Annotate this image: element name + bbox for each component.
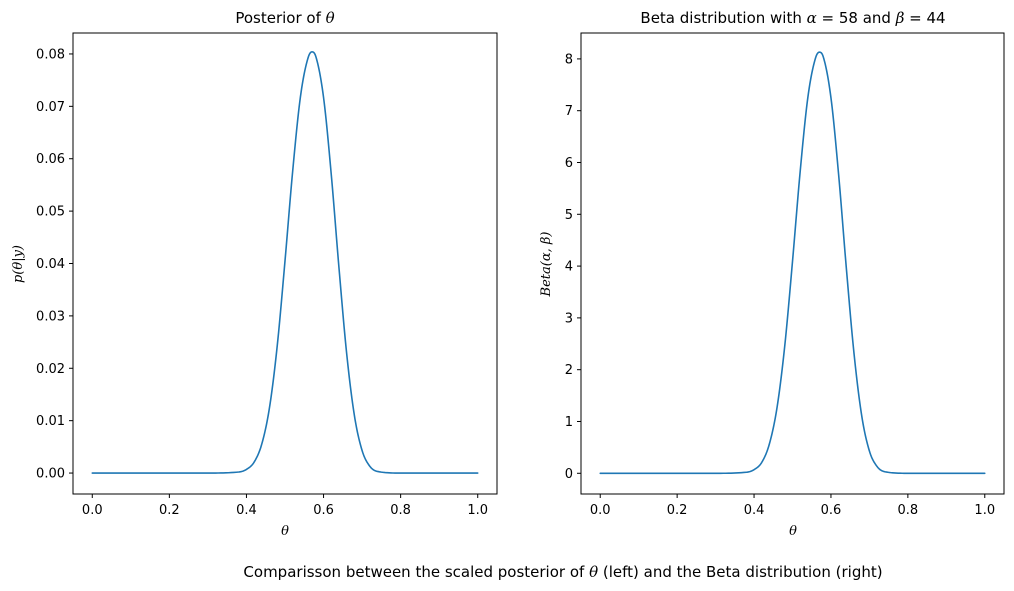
posterior-x-tick-label: 0.6 — [313, 503, 334, 518]
posterior-x-axis-label: θ — [281, 524, 289, 539]
beta-y-tick-label: 0 — [565, 467, 573, 482]
beta-x-tick-label: 0.2 — [667, 503, 688, 518]
beta-plot-frame — [580, 32, 1005, 495]
beta-y-axis-label: Beta(α, β) — [539, 232, 554, 298]
beta-y-tick-label: 4 — [565, 260, 573, 275]
posterior-chart: Posterior of θ θ p(θ|y) 0.0 0.2 0.4 0.6 0.8 1… — [11, 9, 498, 539]
posterior-x-tick-label: 1.0 — [467, 503, 488, 518]
posterior-y-tick-label: 0.08 — [36, 47, 65, 62]
beta-x-tick-label: 0.0 — [590, 503, 611, 518]
beta-y-tick-label: 7 — [565, 104, 573, 119]
beta-y-tick-label: 1 — [565, 415, 573, 430]
beta-x-tick-label: 0.8 — [898, 503, 919, 518]
posterior-y-tick-label: 0.01 — [36, 414, 65, 429]
beta-y-tick-label: 2 — [565, 363, 573, 378]
posterior-x-tick-label: 0.8 — [390, 503, 411, 518]
beta-y-tick-label: 5 — [565, 208, 573, 223]
posterior-x-tick-label: 0.2 — [159, 503, 180, 518]
posterior-x-tick-label: 0.0 — [82, 503, 103, 518]
beta-chart-title: Beta distribution with α = 58 and β = 44 — [640, 9, 945, 27]
posterior-y-tick-label: 0.06 — [36, 152, 65, 167]
posterior-y-tick-label: 0.00 — [36, 467, 65, 482]
beta-y-tick-label: 3 — [565, 311, 573, 326]
beta-x-tick-label: 0.6 — [821, 503, 842, 518]
posterior-y-tick-label: 0.07 — [36, 100, 65, 115]
posterior-y-tick-label: 0.04 — [36, 257, 65, 272]
posterior-y-tick-label: 0.05 — [36, 205, 65, 220]
beta-series-line — [599, 51, 986, 475]
beta-y-tick-label: 6 — [565, 156, 573, 171]
beta-x-tick-label: 0.4 — [744, 503, 765, 518]
beta-x-tick-label: 1.0 — [974, 503, 995, 518]
figure-caption: Comparisson between the scaled posterior… — [243, 563, 882, 581]
beta-chart: Beta distribution with α = 58 and β = 44… — [539, 9, 1005, 539]
posterior-y-tick-label: 0.03 — [36, 309, 65, 324]
beta-y-tick-label: 8 — [565, 52, 573, 67]
posterior-x-tick-label: 0.4 — [236, 503, 257, 518]
posterior-series-line — [91, 51, 479, 474]
posterior-chart-title: Posterior of θ — [235, 9, 334, 27]
beta-x-axis-label: θ — [789, 524, 797, 539]
posterior-y-axis-label: p(θ|y) — [11, 245, 26, 283]
posterior-y-tick-label: 0.02 — [36, 362, 65, 377]
